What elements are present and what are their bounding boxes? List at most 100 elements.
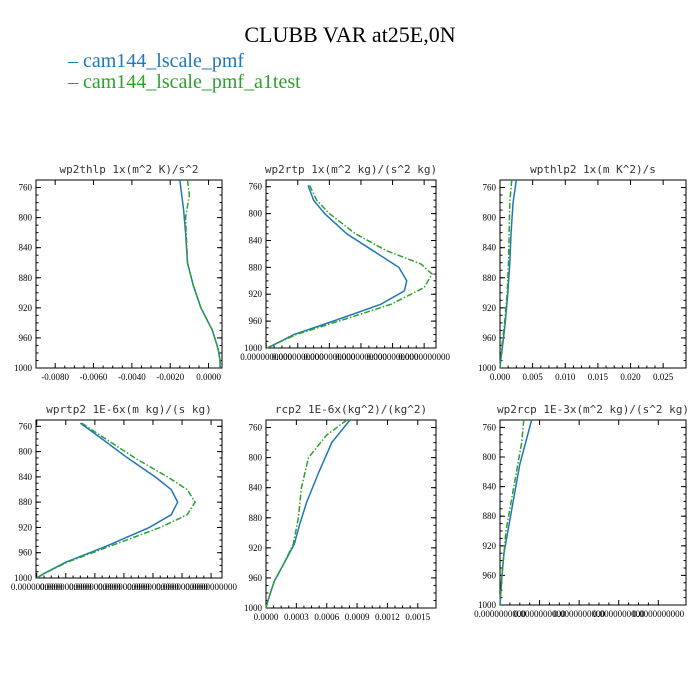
plot-frame [265, 179, 437, 349]
y-tick-label: 840 [249, 235, 263, 245]
panel-title: rcp2 1E-6x(kg^2)/(kg^2) [275, 403, 427, 416]
x-tick-label: 0.0000 [254, 612, 279, 622]
x-tick-label: 0.0000000000 [185, 582, 237, 592]
y-tick-label: 840 [19, 243, 33, 253]
y-tick-label: 960 [19, 548, 33, 558]
series-line-2 [499, 179, 513, 369]
plot-frame [499, 419, 687, 606]
y-tick-label: 840 [249, 483, 263, 493]
x-tick-label: 0.0003 [284, 612, 309, 622]
x-tick-label: -0.0060 [80, 372, 108, 382]
y-tick-label: 800 [249, 453, 263, 463]
panel-title: wp2thlp 1x(m^2 K)/s^2 [59, 163, 198, 176]
x-tick-label: 0.0000000000 [303, 352, 355, 362]
x-tick-label: 0.0000000000 [553, 609, 605, 619]
panel-title: wprtp2 1E-6x(m kg)/(s kg) [46, 403, 212, 416]
x-tick-label: 0.0000000000 [335, 352, 387, 362]
panel-title: wpthlp2 1x(m K^2)/s [530, 163, 656, 176]
series-line-2 [499, 419, 525, 606]
series-line-2 [36, 422, 197, 579]
y-tick-label: 800 [249, 209, 263, 219]
y-tick-label: 1000 [478, 363, 497, 373]
x-tick-label: 0.0006 [314, 612, 339, 622]
panel-4: wprtp2 1E-6x(m kg)/(s kg) 760 800 840 880 920… [11, 403, 238, 592]
series-line-1 [36, 422, 179, 579]
y-tick-label: 760 [19, 183, 33, 193]
y-tick-label: 920 [19, 522, 33, 532]
y-tick-label: 800 [19, 447, 33, 457]
y-tick-label: 840 [483, 243, 497, 253]
x-tick-label: 0.0000000000 [272, 352, 324, 362]
x-tick-label: 0.0000000000 [398, 352, 450, 362]
x-tick-label: 0.010 [555, 372, 576, 382]
y-tick-label: 800 [19, 213, 33, 223]
x-tick-label: 0.0000000000 [367, 352, 419, 362]
y-tick-label: 1000 [244, 603, 263, 613]
y-tick-label: 840 [483, 482, 497, 492]
legend-entry-2: – cam144_lscale_pmf_a1test [68, 71, 301, 94]
series-line-2 [266, 185, 434, 349]
panel-1: wp2thlp 1x(m^2 K)/s^2 760 800 840 880 920 960 1… [14, 163, 223, 382]
x-tick-label: 0.0000000000 [240, 352, 292, 362]
series-line-2 [265, 419, 348, 609]
x-tick-label: 0.015 [588, 372, 609, 382]
plot-frame [499, 179, 687, 369]
y-tick-label: 760 [19, 421, 33, 431]
legend-label-1: cam144_lscale_pmf [83, 50, 245, 72]
legend-label-2: cam144_lscale_pmf_a1test [83, 71, 301, 93]
x-tick-label: 0.0000000000 [127, 582, 179, 592]
x-tick-label: 0.005 [523, 372, 544, 382]
y-tick-label: 880 [483, 511, 497, 521]
x-tick-label: 0.0012 [375, 612, 400, 622]
y-tick-label: 960 [249, 316, 263, 326]
y-tick-label: 880 [249, 513, 263, 523]
x-tick-label: 0.0015 [405, 612, 430, 622]
series-line-1 [265, 419, 351, 609]
figure-title: CLUBB VAR at25E,0N [244, 22, 456, 47]
x-tick-label: 0.0009 [345, 612, 370, 622]
x-tick-label: -0.0040 [118, 372, 146, 382]
y-tick-label: 880 [483, 273, 497, 283]
x-tick-label: -0.0020 [156, 372, 184, 382]
y-tick-label: 920 [483, 303, 497, 313]
panel-2: wp2rtp 1x(m^2 kg)/(s^2 kg)760 800 840 880 92… [240, 163, 450, 362]
y-tick-label: 920 [249, 289, 263, 299]
legend-line-dashdot: – [68, 71, 83, 93]
series-line-2 [184, 179, 221, 368]
y-tick-label: 760 [483, 422, 497, 432]
panel-6: wp2rcp 1E-3x(m^2 kg)/(s^2 kg)760 800 840 88… [474, 403, 689, 619]
x-tick-label: 0.0000000000 [514, 609, 566, 619]
series-line-1 [499, 419, 533, 606]
y-tick-label: 1000 [14, 573, 33, 583]
y-tick-label: 920 [483, 541, 497, 551]
y-tick-label: 920 [19, 303, 33, 313]
panel-3: wpthlp2 1x(m K^2)/s 760 800 840 880 920 960 100… [478, 163, 687, 382]
legend-entry-1: – cam144_lscale_pmf [68, 50, 244, 73]
y-tick-label: 1000 [244, 343, 263, 353]
x-tick-label: 0.0000000000 [156, 582, 208, 592]
y-tick-label: 760 [249, 423, 263, 433]
x-tick-label: 0.0000000000 [40, 582, 92, 592]
x-tick-label: 0.0000000000 [474, 609, 526, 619]
legend-line-solid: – [68, 50, 83, 72]
y-tick-label: 800 [483, 213, 497, 223]
y-tick-label: 960 [483, 570, 497, 580]
y-tick-label: 960 [483, 333, 497, 343]
x-tick-label: -0.0080 [41, 372, 69, 382]
panel-5: rcp2 1E-6x(kg^2)/(kg^2) 760 800 840 880 920 96… [244, 403, 437, 622]
y-tick-label: 1000 [478, 600, 497, 610]
x-tick-label: 0.0000000000 [98, 582, 150, 592]
x-tick-label: 0.0000000000 [11, 582, 63, 592]
plot-frame [35, 419, 223, 579]
x-tick-label: 0.0000000000 [69, 582, 121, 592]
x-tick-label: 0.025 [653, 372, 674, 382]
y-tick-label: 760 [483, 183, 497, 193]
y-tick-label: 760 [249, 182, 263, 192]
x-tick-label: 0.000 [490, 372, 511, 382]
y-tick-label: 1000 [14, 363, 33, 373]
y-tick-label: 800 [483, 452, 497, 462]
x-tick-label: 0.0000000000 [593, 609, 645, 619]
plot-frame [265, 419, 437, 609]
plot-frame [35, 179, 223, 369]
